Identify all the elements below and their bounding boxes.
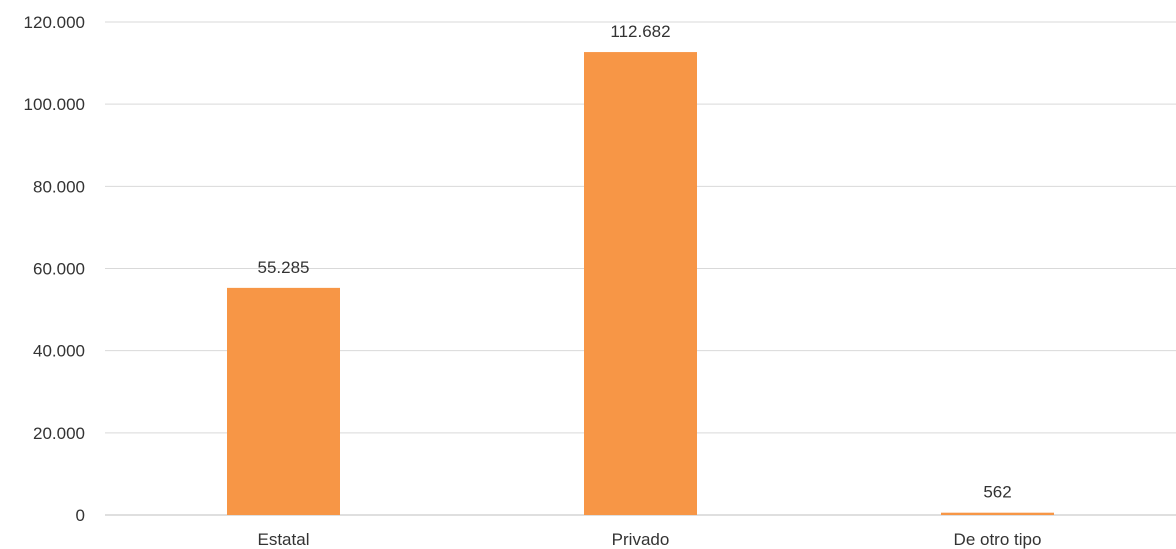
x-tick-label: Privado bbox=[612, 530, 670, 549]
x-tick-label: Estatal bbox=[258, 530, 310, 549]
y-tick-label: 120.000 bbox=[24, 13, 85, 32]
x-axis: Estatal Privado De otro tipo bbox=[258, 530, 1042, 549]
y-tick-label: 0 bbox=[76, 506, 85, 525]
y-tick-label: 80.000 bbox=[33, 177, 85, 196]
x-tick-label: De otro tipo bbox=[954, 530, 1042, 549]
data-label: 562 bbox=[983, 483, 1011, 502]
y-tick-label: 20.000 bbox=[33, 424, 85, 443]
data-label: 55.285 bbox=[258, 258, 310, 277]
data-label: 112.682 bbox=[610, 22, 670, 41]
bar bbox=[584, 52, 697, 515]
y-tick-label: 40.000 bbox=[33, 342, 85, 361]
y-tick-label: 100.000 bbox=[24, 95, 85, 114]
y-tick-label: 60.000 bbox=[33, 260, 85, 279]
bars bbox=[227, 52, 1054, 515]
data-labels: 55.285 112.682 562 bbox=[258, 22, 1012, 502]
bar bbox=[227, 287, 340, 515]
y-axis: 0 20.000 40.000 60.000 80.000 100.000 120.000 bbox=[24, 13, 85, 525]
bar bbox=[941, 512, 1054, 515]
